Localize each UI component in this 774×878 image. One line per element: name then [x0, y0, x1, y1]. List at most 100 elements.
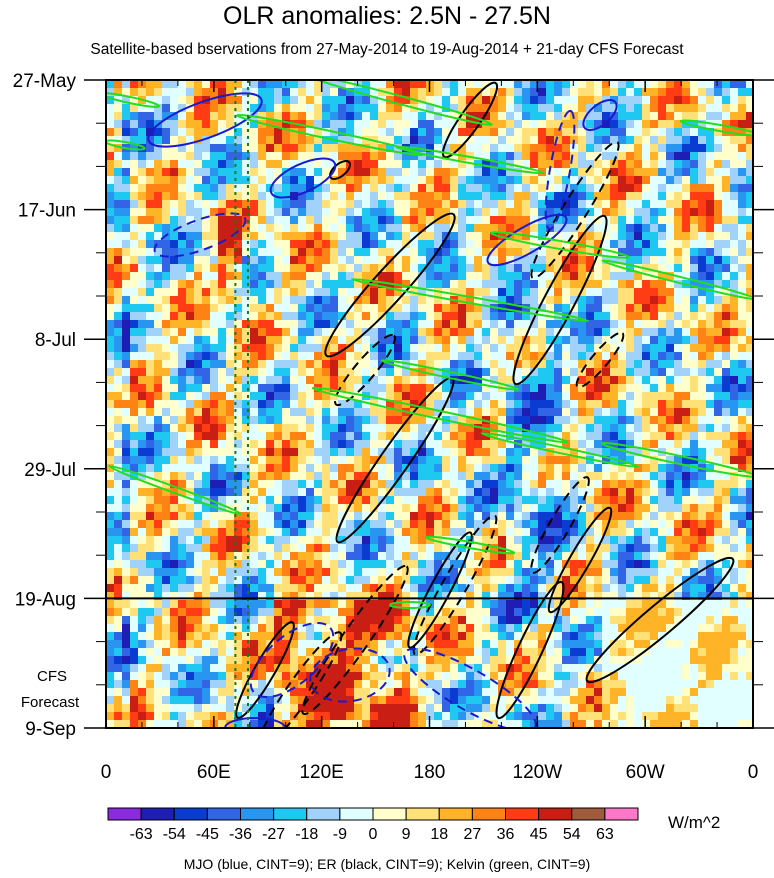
field-cell: [354, 336, 363, 345]
field-cell: [178, 88, 187, 97]
field-cell: [570, 168, 579, 177]
field-cell: [146, 576, 155, 585]
field-cell: [154, 288, 163, 297]
field-cell: [442, 504, 451, 513]
field-cell: [594, 496, 603, 505]
field-cell: [274, 568, 283, 577]
field-cell: [418, 136, 427, 145]
field-cell: [186, 624, 195, 633]
field-cell: [530, 320, 539, 329]
field-cell: [594, 336, 603, 345]
field-cell: [386, 416, 395, 425]
field-cell: [418, 672, 427, 681]
field-cell: [178, 232, 187, 241]
field-cell: [370, 712, 379, 721]
field-cell: [274, 328, 283, 337]
field-cell: [194, 360, 203, 369]
field-cell: [538, 176, 547, 185]
field-cell: [234, 672, 243, 681]
field-cell: [178, 560, 187, 569]
field-cell: [570, 208, 579, 217]
field-cell: [482, 264, 491, 273]
field-cell: [202, 80, 211, 89]
field-cell: [234, 80, 243, 89]
field-cell: [282, 88, 291, 97]
field-cell: [138, 616, 147, 625]
field-cell: [538, 704, 547, 713]
field-cell: [354, 496, 363, 505]
field-cell: [274, 448, 283, 457]
field-cell: [458, 128, 467, 137]
field-cell: [330, 280, 339, 289]
field-cell: [298, 424, 307, 433]
field-cell: [394, 688, 403, 697]
field-cell: [570, 96, 579, 105]
field-cell: [146, 208, 155, 217]
field-cell: [426, 168, 435, 177]
field-cell: [442, 384, 451, 393]
field-cell: [586, 176, 595, 185]
field-cell: [322, 448, 331, 457]
field-cell: [466, 712, 475, 721]
field-cell: [290, 248, 299, 257]
field-cell: [234, 128, 243, 137]
field-cell: [362, 360, 371, 369]
field-cell: [338, 592, 347, 601]
field-cell: [570, 264, 579, 273]
field-cell: [226, 432, 235, 441]
field-cell: [562, 576, 571, 585]
field-cell: [218, 416, 227, 425]
field-cell: [506, 712, 515, 721]
field-cell: [258, 624, 267, 633]
field-cell: [506, 672, 515, 681]
field-cell: [578, 96, 587, 105]
field-cell: [218, 696, 227, 705]
field-cell: [514, 240, 523, 249]
field-cell: [506, 464, 515, 473]
field-cell: [218, 248, 227, 257]
field-cell: [146, 240, 155, 249]
field-cell: [130, 160, 139, 169]
field-cell: [498, 640, 507, 649]
field-cell: [314, 664, 323, 673]
field-cell: [122, 632, 131, 641]
field-cell: [426, 192, 435, 201]
field-cell: [210, 464, 219, 473]
field-cell: [234, 264, 243, 273]
field-cell: [154, 464, 163, 473]
field-cell: [346, 224, 355, 233]
field-cell: [426, 280, 435, 289]
field-cell: [314, 144, 323, 153]
field-cell: [122, 576, 131, 585]
field-cell: [402, 512, 411, 521]
field-cell: [394, 328, 403, 337]
field-cell: [466, 456, 475, 465]
field-cell: [290, 328, 299, 337]
field-cell: [434, 528, 443, 537]
field-cell: [258, 416, 267, 425]
field-cell: [538, 208, 547, 217]
field-cell: [114, 480, 123, 489]
field-cell: [322, 160, 331, 169]
field-cell: [242, 312, 251, 321]
field-cell: [186, 400, 195, 409]
field-cell: [250, 424, 259, 433]
field-cell: [122, 712, 131, 721]
field-cell: [330, 544, 339, 553]
field-cell: [426, 184, 435, 193]
field-cell: [266, 104, 275, 113]
field-cell: [162, 608, 171, 617]
field-cell: [482, 720, 491, 728]
field-cell: [170, 496, 179, 505]
field-cell: [570, 160, 579, 169]
field-cell: [210, 392, 219, 401]
field-cell: [362, 640, 371, 649]
field-cell: [170, 224, 179, 233]
field-cell: [138, 376, 147, 385]
field-cell: [538, 720, 547, 728]
field-cell: [410, 504, 419, 513]
field-cell: [538, 80, 547, 89]
field-cell: [578, 160, 587, 169]
field-cell: [322, 512, 331, 521]
field-cell: [362, 552, 371, 561]
